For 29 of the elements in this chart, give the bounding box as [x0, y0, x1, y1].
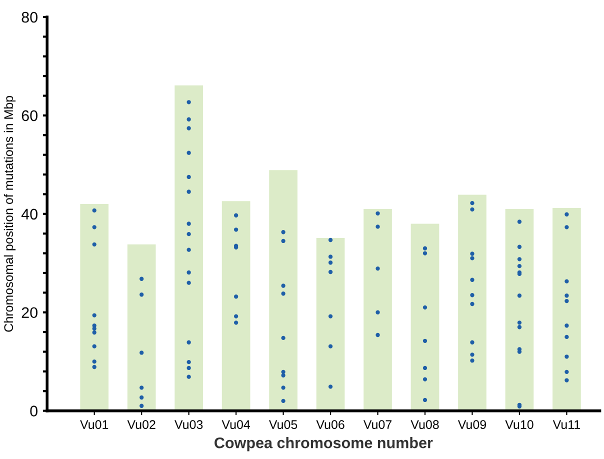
- x-tick-label: Vu07: [363, 420, 392, 430]
- y-tick-label: 40: [21, 208, 38, 220]
- bar: [505, 208, 534, 411]
- bar: [127, 244, 156, 411]
- x-tick-label: Vu10: [505, 420, 534, 430]
- bar: [80, 204, 109, 411]
- bar: [269, 170, 298, 411]
- bar: [222, 201, 250, 411]
- x-tick-label: Vu08: [410, 420, 439, 430]
- x-tick-label: Vu01: [80, 420, 108, 430]
- x-tick-label: Vu03: [174, 420, 203, 430]
- x-tick-label: Vu06: [316, 420, 344, 430]
- x-axis-title: Cowpea chromosome number: [214, 437, 433, 452]
- bar: [174, 85, 203, 411]
- y-axis-title: Chromosomal position of mutations in Mbp: [4, 96, 16, 332]
- x-tick-label: Vu02: [127, 420, 156, 430]
- y-tick-label: 20: [22, 307, 38, 318]
- x-tick-label: Vu04: [222, 420, 250, 430]
- bar: [364, 208, 392, 411]
- bar: [458, 194, 486, 411]
- bar: [316, 238, 345, 411]
- bar: [552, 208, 581, 411]
- x-tick-label: Vu09: [458, 420, 486, 430]
- y-tick-label: 0: [30, 406, 38, 416]
- x-tick-label: Vu11: [552, 420, 580, 430]
- bar: [410, 224, 440, 411]
- y-tick-label: 80: [22, 12, 38, 23]
- x-tick-label: Vu05: [268, 420, 298, 430]
- y-tick-label: 60: [22, 110, 38, 122]
